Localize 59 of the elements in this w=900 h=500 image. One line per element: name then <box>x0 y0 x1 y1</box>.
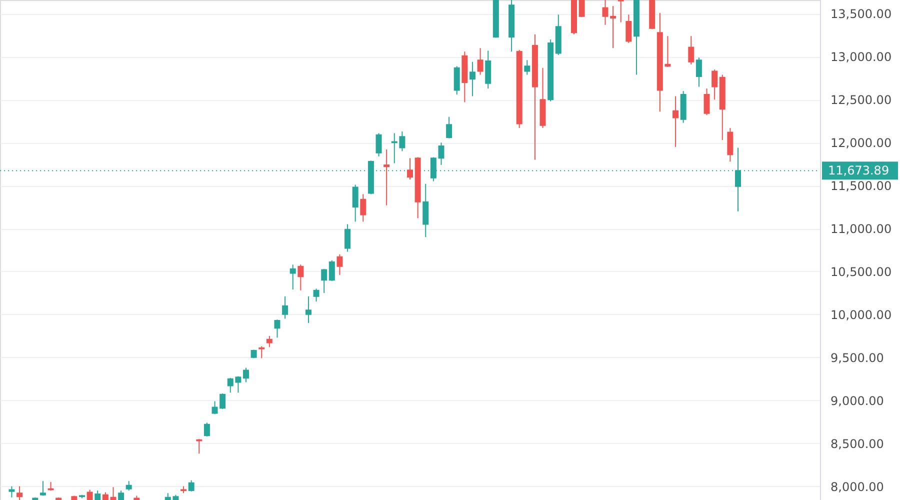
candlestick <box>446 116 452 139</box>
y-tick-label: 11,000.00 <box>830 222 892 236</box>
candlestick <box>454 66 460 95</box>
y-tick-label: 8,000.00 <box>830 480 884 494</box>
candlestick <box>305 296 312 324</box>
y-tick-label: 10,500.00 <box>830 264 892 279</box>
candlestick <box>485 50 492 89</box>
candlestick <box>352 184 358 222</box>
candlestick <box>407 158 413 180</box>
candlestick <box>602 0 608 26</box>
candlestick <box>94 490 101 500</box>
candlestick <box>688 36 694 65</box>
candlestick <box>258 346 265 359</box>
candlestick <box>266 335 272 348</box>
candlestick <box>282 296 288 320</box>
y-tick-label: 10,000.00 <box>830 308 892 322</box>
candlestick <box>578 0 585 18</box>
candlestick <box>86 489 93 500</box>
y-tick-label: 12,500.00 <box>830 93 892 108</box>
candlestick <box>8 486 15 498</box>
candlestick <box>469 61 476 97</box>
candlestick <box>290 264 296 290</box>
candlestick <box>16 486 23 500</box>
candlestick <box>618 0 624 23</box>
y-tick-label: 11,500.00 <box>830 179 892 194</box>
candlestick <box>704 88 710 116</box>
y-tick-label: 9,500.00 <box>830 350 884 365</box>
y-tick-label: 8,500.00 <box>830 436 884 451</box>
candlestick <box>712 69 718 100</box>
candlestick <box>336 254 343 276</box>
candlestick <box>298 264 304 291</box>
candlestick <box>40 480 46 496</box>
candlestick <box>204 422 210 437</box>
candlestick <box>274 319 280 338</box>
ref-line-label: 11,673.89 <box>828 164 890 178</box>
y-tick-label: 12,000.00 <box>830 136 892 150</box>
y-tick-label: 13,000.00 <box>830 50 892 64</box>
candlestick <box>422 183 429 238</box>
candlestick <box>727 128 734 162</box>
candlestick <box>188 480 194 492</box>
candlestick <box>524 60 530 76</box>
candlestick <box>126 480 132 492</box>
candlestick <box>696 57 702 88</box>
candlestick <box>672 96 679 148</box>
candlestick <box>118 490 124 500</box>
candlestick <box>376 132 382 157</box>
y-tick-label: 13,500.00 <box>830 7 892 22</box>
candlestick <box>610 6 616 49</box>
candlestick <box>735 147 741 212</box>
y-tick-label: 9,000.00 <box>830 394 884 408</box>
candlestick <box>384 148 390 206</box>
candlestick <box>313 288 320 302</box>
candlestick <box>477 48 484 76</box>
candlestick <box>328 260 335 282</box>
candlestick <box>321 268 328 294</box>
candlestick <box>243 367 249 383</box>
candlestick <box>344 224 351 252</box>
candlestick <box>360 194 366 222</box>
candlestick <box>626 14 632 44</box>
